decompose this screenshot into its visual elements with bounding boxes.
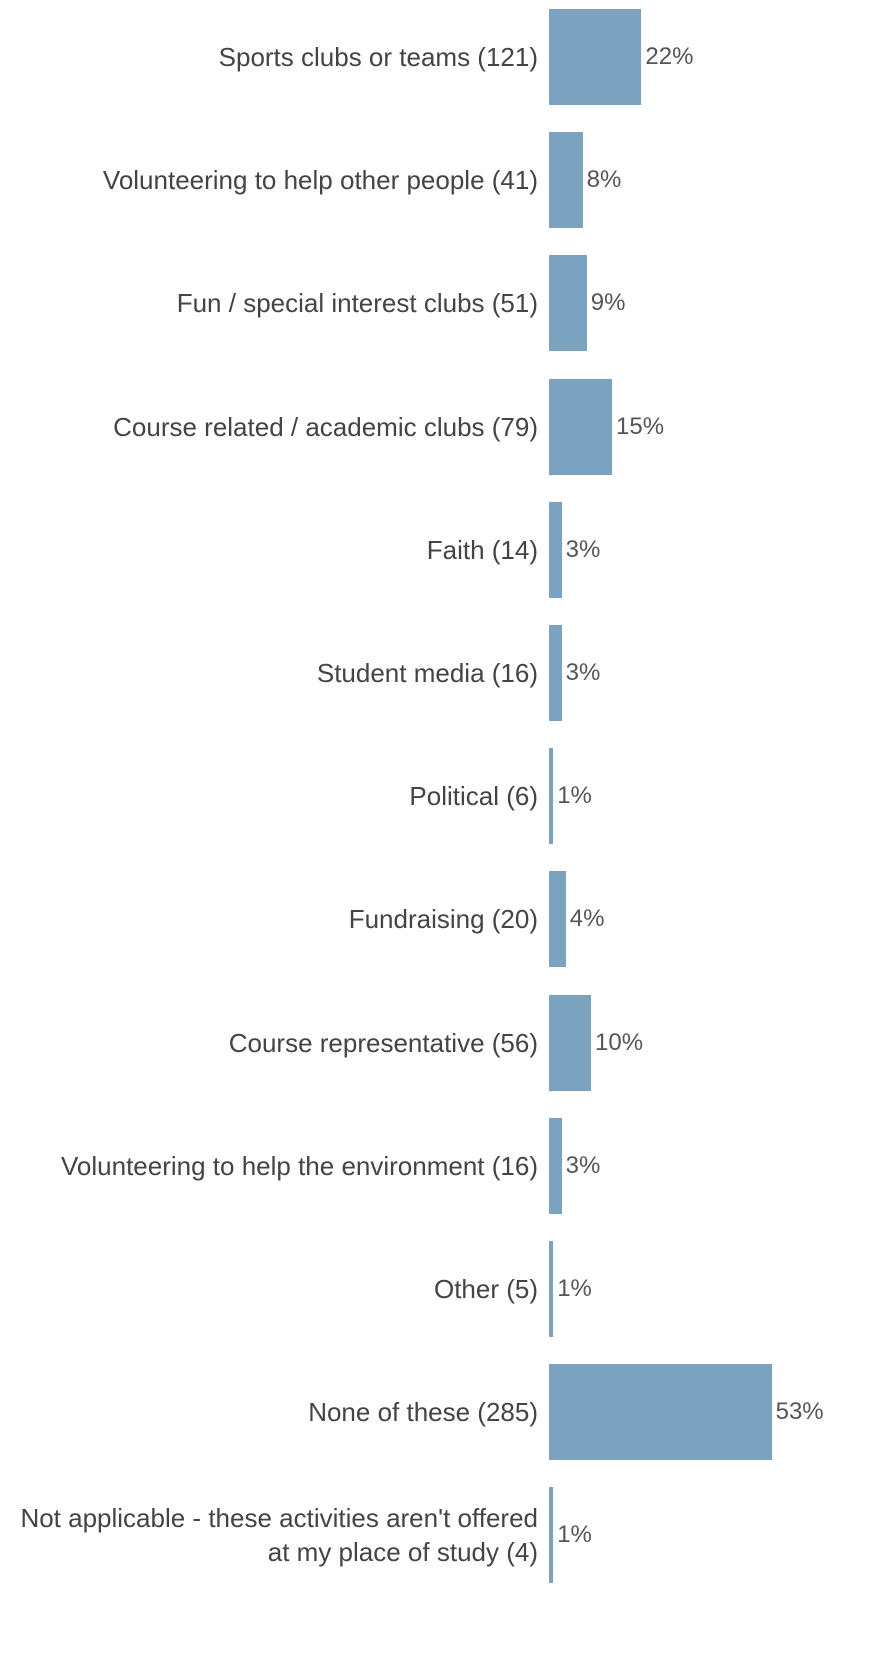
value-label: 1% [557, 1521, 592, 1549]
bar [549, 1117, 562, 1214]
bar [549, 994, 591, 1091]
value-label: 53% [775, 1398, 824, 1426]
bar [549, 748, 554, 845]
value-label: 3% [565, 535, 601, 563]
category-text: Sports clubs or teams (121) [218, 42, 538, 72]
bar [549, 1241, 554, 1337]
category-label: Sports clubs or teams (121) [8, 7, 538, 107]
value-label: 1% [557, 1275, 592, 1302]
category-label: Volunteering to help the environment (16… [8, 1116, 538, 1216]
category-label: Course related / academic clubs (79) [8, 377, 538, 477]
category-text: Course related / academic clubs (79) [113, 411, 538, 442]
value-label: 3% [565, 1151, 601, 1179]
bar [549, 378, 612, 475]
category-label: Other (5) [8, 1239, 538, 1339]
category-label: Course representative (56) [8, 993, 538, 1093]
bar [549, 9, 642, 105]
category-text: Not applicable - these activities aren't… [20, 1503, 538, 1568]
category-text: Fundraising (20) [348, 904, 538, 935]
category-text: Volunteering to help the environment (16… [61, 1150, 538, 1181]
bar [549, 871, 566, 968]
value-label: 3% [565, 659, 601, 686]
category-text: Other (5) [433, 1274, 538, 1304]
category-text: Volunteering to help other people (41) [102, 165, 538, 196]
bar [549, 501, 562, 598]
value-label: 10% [595, 1028, 644, 1056]
bar [549, 132, 583, 229]
bar [549, 255, 587, 352]
category-text: Fun / special interest clubs (51) [176, 288, 538, 319]
value-label: 8% [586, 166, 622, 194]
bar [549, 625, 562, 721]
category-text: None of these (285) [308, 1397, 538, 1428]
category-label: Fundraising (20) [8, 869, 538, 969]
category-label: Faith (14) [8, 500, 538, 600]
value-label: 15% [616, 412, 665, 440]
category-label: Volunteering to help other people (41) [8, 130, 538, 230]
category-text: Political (6) [409, 781, 538, 812]
value-label: 1% [557, 782, 592, 810]
category-label: Fun / special interest clubs (51) [8, 253, 538, 353]
category-label: Student media (16) [8, 623, 538, 723]
bar [549, 1487, 554, 1584]
category-text: Course representative (56) [228, 1027, 538, 1058]
value-label: 9% [590, 289, 626, 317]
category-label: Political (6) [8, 746, 538, 846]
category-label: Not applicable - these activities aren't… [8, 1485, 538, 1585]
bar [549, 1364, 772, 1461]
category-label: None of these (285) [8, 1362, 538, 1462]
category-text: Student media (16) [316, 658, 538, 688]
category-text: Faith (14) [426, 534, 538, 565]
value-label: 4% [569, 905, 605, 933]
value-label: 22% [645, 43, 694, 70]
